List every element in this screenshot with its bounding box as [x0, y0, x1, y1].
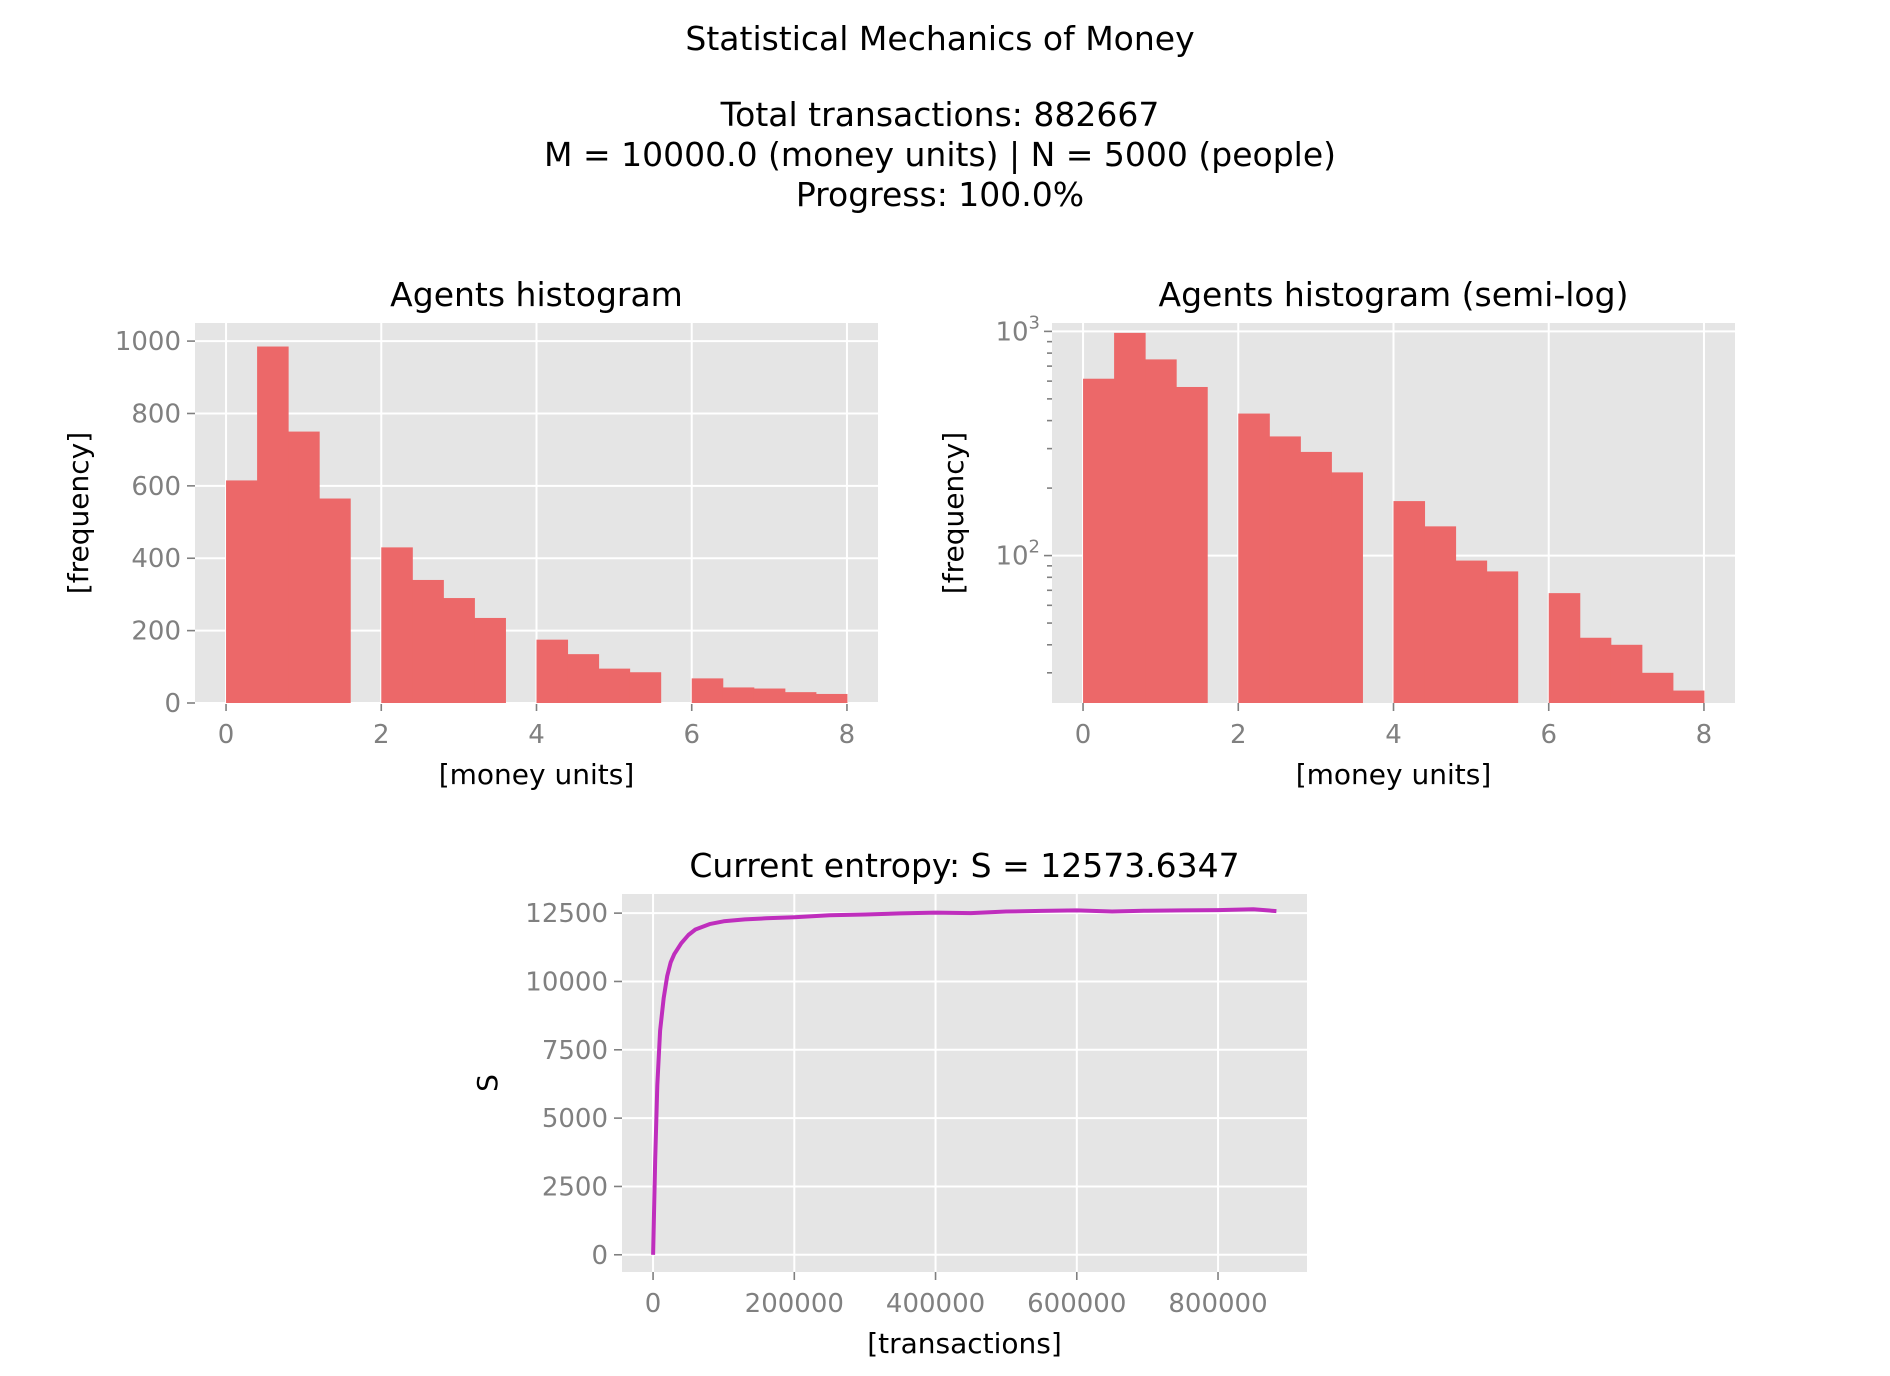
y-tick-label: 1000 — [115, 327, 181, 357]
histogram-bar — [1114, 332, 1146, 703]
x-tick-label: 800000 — [1168, 1289, 1267, 1319]
chart-title: Agents histogram (semi-log) — [1159, 275, 1629, 314]
histogram-bar — [1238, 413, 1270, 703]
figure-title-line: Total transactions: 882667 — [720, 95, 1160, 134]
x-tick-label: 600000 — [1027, 1289, 1126, 1319]
x-tick-label: 8 — [839, 720, 856, 750]
histogram-bar — [629, 672, 662, 703]
chart-title: Current entropy: S = 12573.6347 — [689, 846, 1239, 885]
histogram-bar — [753, 688, 786, 703]
x-tick-label: 4 — [1385, 720, 1402, 750]
histogram-bar — [474, 617, 506, 703]
y-tick-label: 800 — [131, 399, 181, 429]
histogram-bar — [1331, 472, 1363, 703]
histogram-bar — [412, 579, 444, 703]
histogram-bar — [1145, 359, 1177, 703]
histogram-bar — [1641, 672, 1674, 703]
histogram-bar — [1579, 637, 1612, 703]
histogram-bar — [536, 639, 569, 703]
x-tick-label: 400000 — [886, 1289, 985, 1319]
x-axis-label: [money units] — [1296, 758, 1492, 791]
histogram-bar — [1176, 386, 1208, 703]
x-axis-label: [money units] — [439, 758, 635, 791]
histogram-bar — [1393, 501, 1426, 703]
y-tick-label: 102 — [995, 537, 1040, 572]
figure-title-line: M = 10000.0 (money units) | N = 5000 (pe… — [544, 135, 1336, 174]
histogram-bar — [1424, 526, 1457, 703]
histogram-bar — [257, 346, 289, 703]
x-tick-label: 0 — [645, 1289, 662, 1319]
x-tick-label: 6 — [683, 720, 700, 750]
histogram-bar — [381, 547, 413, 703]
y-tick-label: 0 — [591, 1241, 608, 1271]
histogram-bar — [319, 498, 351, 703]
figure-title: Statistical Mechanics of Money Total tra… — [544, 19, 1336, 214]
x-tick-label: 6 — [1540, 720, 1557, 750]
histogram-bar — [443, 598, 475, 703]
histogram-bar — [1300, 451, 1332, 703]
x-tick-label: 0 — [1075, 720, 1092, 750]
x-tick-label: 200000 — [745, 1289, 844, 1319]
x-tick-label: 2 — [1230, 720, 1247, 750]
figure-title-line: Progress: 100.0% — [796, 175, 1084, 214]
figure-title-line: Statistical Mechanics of Money — [685, 19, 1194, 58]
histogram-bar — [1455, 560, 1488, 703]
plot-area — [622, 894, 1307, 1272]
histogram-bar — [722, 687, 755, 703]
histogram-bar — [691, 678, 724, 703]
histogram-bar — [598, 668, 631, 703]
histogram-bar — [288, 431, 320, 703]
x-tick-label: 0 — [218, 720, 235, 750]
x-tick-label: 2 — [373, 720, 390, 750]
x-tick-label: 8 — [1696, 720, 1713, 750]
histogram-bar — [1486, 571, 1519, 703]
y-tick-label: 5000 — [542, 1104, 608, 1134]
histogram-bar — [226, 480, 258, 703]
histogram-bar — [1610, 644, 1643, 703]
x-axis-label: [transactions] — [867, 1327, 1062, 1360]
histogram-bar — [1548, 593, 1581, 703]
x-tick-label: 4 — [528, 720, 545, 750]
chart-title: Agents histogram — [390, 275, 683, 314]
histogram-bar — [567, 654, 600, 703]
histogram-bar — [815, 693, 848, 703]
histogram-semilog-chart: 0 2 4 6 8 102 103 Agents histogram (semi-log) [m… — [937, 275, 1735, 791]
histogram-bar — [1083, 378, 1115, 703]
histogram-bar — [1269, 436, 1301, 703]
y-tick-label: 7500 — [542, 1036, 608, 1066]
y-axis-label: S — [471, 1074, 504, 1092]
y-tick-label: 103 — [995, 312, 1040, 347]
histogram-bar — [1672, 690, 1705, 703]
entropy-line-chart: 0 200000 400000 600000 800000 0 2500 5000 7500 10… — [471, 846, 1307, 1360]
y-tick-label: 0 — [164, 689, 181, 719]
y-tick-label: 400 — [131, 544, 181, 574]
y-axis-label: [frequency] — [62, 432, 95, 594]
y-tick-label: 200 — [131, 617, 181, 647]
y-tick-label: 600 — [131, 472, 181, 502]
y-tick-label: 10000 — [525, 967, 608, 997]
y-axis-label: [frequency] — [937, 432, 970, 594]
histogram-bar — [784, 692, 817, 703]
histogram-linear-chart: 0 2 4 6 8 0 200 400 600 800 1000 Agents histogram [m… — [62, 275, 878, 791]
y-tick-label: 2500 — [542, 1172, 608, 1202]
y-tick-label: 12500 — [525, 899, 608, 929]
entropy-line — [651, 907, 1277, 1255]
